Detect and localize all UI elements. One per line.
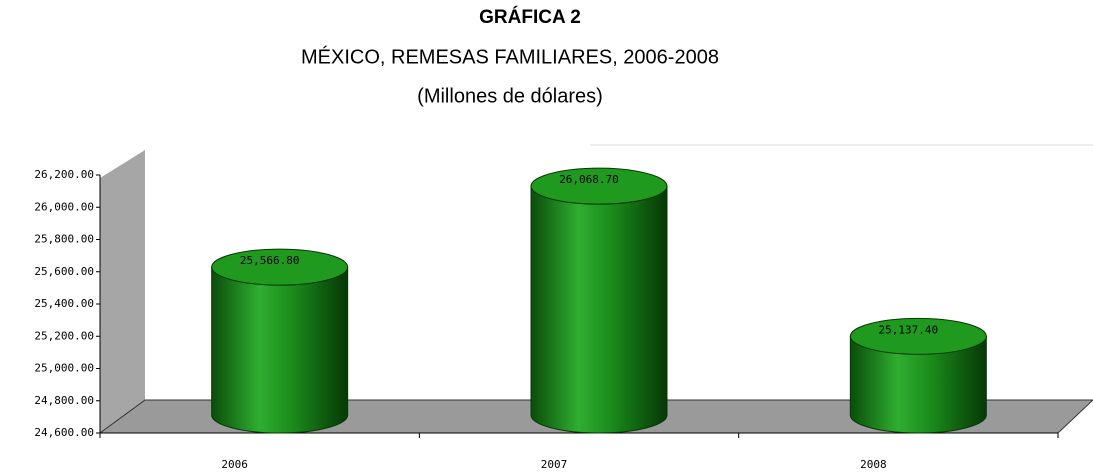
y-tick-label: 25,400.00 — [34, 297, 94, 310]
bar — [530, 185, 668, 434]
chart-subtitle: MÉXICO, REMESAS FAMILIARES, 2006-2008 — [301, 45, 719, 68]
value-label: 26,068.70 — [559, 173, 619, 186]
bar — [211, 266, 349, 434]
x-tick-label: 2006 — [221, 458, 248, 471]
x-tick-label: 2008 — [860, 458, 887, 471]
value-label: 25,137.40 — [879, 323, 939, 336]
x-tick-label: 2007 — [541, 458, 568, 471]
bar-top — [530, 167, 668, 205]
chart-unit: (Millones de dólares) — [417, 85, 603, 107]
chart-title: GRÁFICA 2 — [479, 6, 581, 28]
y-tick-label: 25,200.00 — [34, 329, 94, 342]
bar — [849, 335, 987, 434]
bar-top — [211, 248, 349, 286]
side-wall — [100, 150, 145, 433]
y-tick-label: 25,600.00 — [34, 265, 94, 278]
y-tick-label: 26,000.00 — [34, 200, 94, 213]
y-tick-label: 25,000.00 — [34, 362, 94, 375]
y-tick-label: 26,200.00 — [34, 168, 94, 181]
y-tick-label: 24,600.00 — [34, 426, 94, 439]
value-label: 25,566.80 — [240, 254, 300, 267]
y-tick-label: 25,800.00 — [34, 233, 94, 246]
y-tick-label: 24,800.00 — [34, 394, 94, 407]
bar-top — [849, 317, 987, 355]
